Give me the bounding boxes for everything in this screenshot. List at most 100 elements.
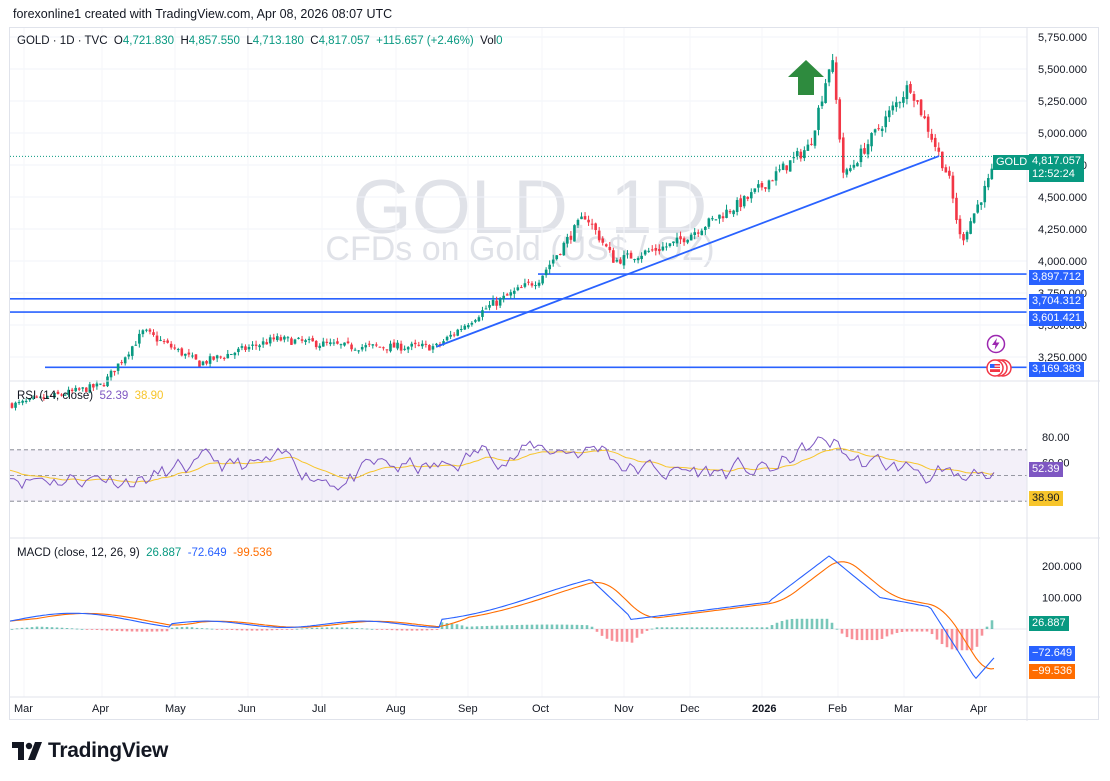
macd-histogram-bar bbox=[205, 628, 209, 630]
macd-histogram-bar bbox=[100, 629, 104, 631]
macd-histogram-bar bbox=[845, 629, 849, 638]
watermark-subtitle: CFDs on Gold (US$ / OZ) bbox=[325, 230, 714, 268]
macd-histogram-bar bbox=[180, 627, 184, 629]
macd-histogram-bar bbox=[45, 626, 49, 629]
macd-histogram-bar bbox=[270, 629, 274, 631]
candle-body bbox=[222, 357, 226, 359]
macd-histogram-bar bbox=[345, 627, 349, 629]
up-arrow-icon[interactable] bbox=[788, 60, 824, 95]
macd-histogram-bar bbox=[165, 629, 169, 632]
candle-body bbox=[898, 102, 902, 104]
price-axis-label: 3,250.000 bbox=[1038, 352, 1087, 364]
macd-histogram-bar bbox=[600, 629, 604, 636]
macd-histogram-bar bbox=[240, 629, 244, 631]
candle-body bbox=[587, 219, 590, 223]
macd-histogram-bar bbox=[790, 618, 794, 629]
macd-histogram-bar bbox=[415, 629, 419, 631]
time-axis-label: Sep bbox=[458, 703, 478, 715]
candle-body bbox=[926, 116, 930, 132]
macd-histogram-bar bbox=[990, 620, 994, 629]
price-axis-label: 5,750.000 bbox=[1038, 32, 1087, 44]
candle-body bbox=[849, 168, 852, 171]
candle-body bbox=[247, 347, 251, 350]
candle-body bbox=[173, 347, 177, 349]
rsi-legend[interactable]: RSI (14, close) 52.39 38.90 bbox=[17, 390, 163, 402]
candle-body bbox=[169, 343, 173, 348]
macd-legend[interactable]: MACD (close, 12, 26, 9) 26.887 -72.649 -… bbox=[17, 547, 272, 559]
candle-body bbox=[714, 219, 718, 221]
candle-body bbox=[919, 99, 923, 116]
macd-histogram-bar bbox=[670, 627, 674, 629]
macd-histogram-bar bbox=[775, 622, 779, 629]
candle-body bbox=[60, 394, 63, 396]
macd-axis-label: 200.000 bbox=[1042, 561, 1082, 573]
candle-body bbox=[792, 157, 796, 159]
candle-body bbox=[46, 395, 49, 398]
macd-histogram-bar bbox=[660, 627, 664, 629]
legend-symbol[interactable]: GOLD · 1D · TVC bbox=[17, 35, 108, 47]
candle-body bbox=[99, 383, 102, 385]
macd-histogram-bar bbox=[315, 627, 319, 629]
macd-histogram-bar bbox=[155, 629, 159, 632]
candle-body bbox=[852, 164, 856, 168]
candle-body bbox=[56, 391, 60, 394]
candle-body bbox=[74, 387, 77, 392]
chart-frame[interactable]: GOLD, 1D CFDs on Gold (US$ / OZ) 80.0060… bbox=[9, 27, 1100, 721]
candle-body bbox=[647, 250, 651, 252]
candle-body bbox=[870, 133, 873, 147]
candle-body bbox=[459, 329, 463, 331]
candle-body bbox=[350, 344, 353, 350]
macd-histogram-bar bbox=[245, 629, 249, 631]
macd-histogram-bar bbox=[225, 629, 229, 630]
tradingview-logo-icon bbox=[12, 742, 42, 760]
candle-body bbox=[909, 84, 912, 93]
candle-body bbox=[912, 94, 916, 101]
macd-histogram-bar bbox=[950, 629, 954, 650]
macd-value-tag: −72.649 bbox=[1029, 646, 1076, 661]
macd-histogram-bar bbox=[965, 629, 969, 651]
candle-body bbox=[838, 99, 842, 140]
macd-histogram-bar bbox=[750, 627, 754, 629]
candle-body bbox=[463, 325, 467, 330]
candle-body bbox=[622, 255, 626, 266]
candle-body bbox=[219, 356, 222, 358]
candle-body bbox=[399, 343, 403, 351]
chart-canvas[interactable]: GOLD, 1D CFDs on Gold (US$ / OZ) 80.0060… bbox=[10, 28, 1100, 721]
candle-body bbox=[771, 180, 774, 182]
candle-body bbox=[824, 83, 827, 104]
candle-body bbox=[803, 150, 806, 159]
tradingview-wordmark: TradingView bbox=[48, 739, 169, 762]
trendline[interactable] bbox=[436, 155, 940, 348]
macd-histogram-bar bbox=[290, 629, 294, 630]
macd-histogram-bar bbox=[215, 629, 219, 630]
us-flag-events-icon[interactable] bbox=[985, 358, 1013, 378]
lightning-icon[interactable] bbox=[986, 334, 1006, 354]
candle-body bbox=[31, 397, 35, 399]
candle-body bbox=[275, 336, 279, 341]
candle-body bbox=[325, 341, 329, 343]
candle-body bbox=[417, 344, 421, 346]
candle-body bbox=[930, 133, 933, 140]
candle-body bbox=[905, 85, 909, 100]
macd-histogram-bar bbox=[665, 627, 669, 629]
macd-histogram-bar bbox=[550, 624, 554, 629]
candle-body bbox=[442, 341, 445, 345]
candle-body bbox=[321, 341, 325, 347]
candle-body bbox=[240, 346, 244, 348]
macd-histogram-bar bbox=[425, 629, 429, 631]
candle-body bbox=[21, 400, 24, 403]
candle-body bbox=[70, 389, 74, 391]
low-label: L bbox=[246, 35, 253, 47]
candle-body bbox=[385, 349, 389, 351]
candle-body bbox=[49, 395, 53, 397]
tradingview-logo[interactable]: TradingView bbox=[12, 739, 168, 763]
candle-body bbox=[120, 362, 123, 364]
macd-histogram-bar bbox=[30, 627, 34, 629]
candle-body bbox=[707, 218, 711, 227]
time-axis-label: Apr bbox=[92, 703, 109, 715]
candle-body bbox=[516, 287, 520, 291]
candle-body bbox=[668, 243, 672, 247]
macd-histogram-bar bbox=[120, 629, 124, 632]
macd-histogram-bar bbox=[700, 627, 704, 629]
macd-histogram-bar bbox=[50, 627, 54, 629]
